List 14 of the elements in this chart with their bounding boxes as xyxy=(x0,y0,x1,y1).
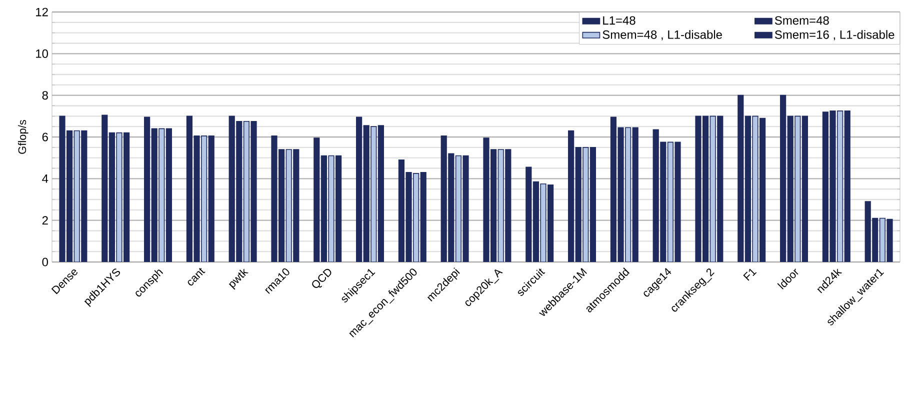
legend-label: Smem=16 , L1-disable xyxy=(774,30,894,40)
y-tick-label: 12 xyxy=(36,8,48,16)
legend-label: L1=48 xyxy=(603,16,636,25)
x-tick-label: cant xyxy=(188,268,206,286)
y-tick-label: 4 xyxy=(42,174,48,183)
y-tick-label: 0 xyxy=(42,258,48,266)
legend-label: Smem=48 xyxy=(774,16,829,25)
legend-label: Smem=48 , L1-disable xyxy=(602,30,722,40)
y-tick-label: 2 xyxy=(42,216,48,225)
y-tick-label: 10 xyxy=(36,49,48,58)
y-tick-label: 8 xyxy=(42,91,48,100)
y-tick-label: 6 xyxy=(42,132,48,142)
y-axis-title: Gflop/s xyxy=(18,120,28,154)
x-tick-label: F1 xyxy=(743,268,757,281)
